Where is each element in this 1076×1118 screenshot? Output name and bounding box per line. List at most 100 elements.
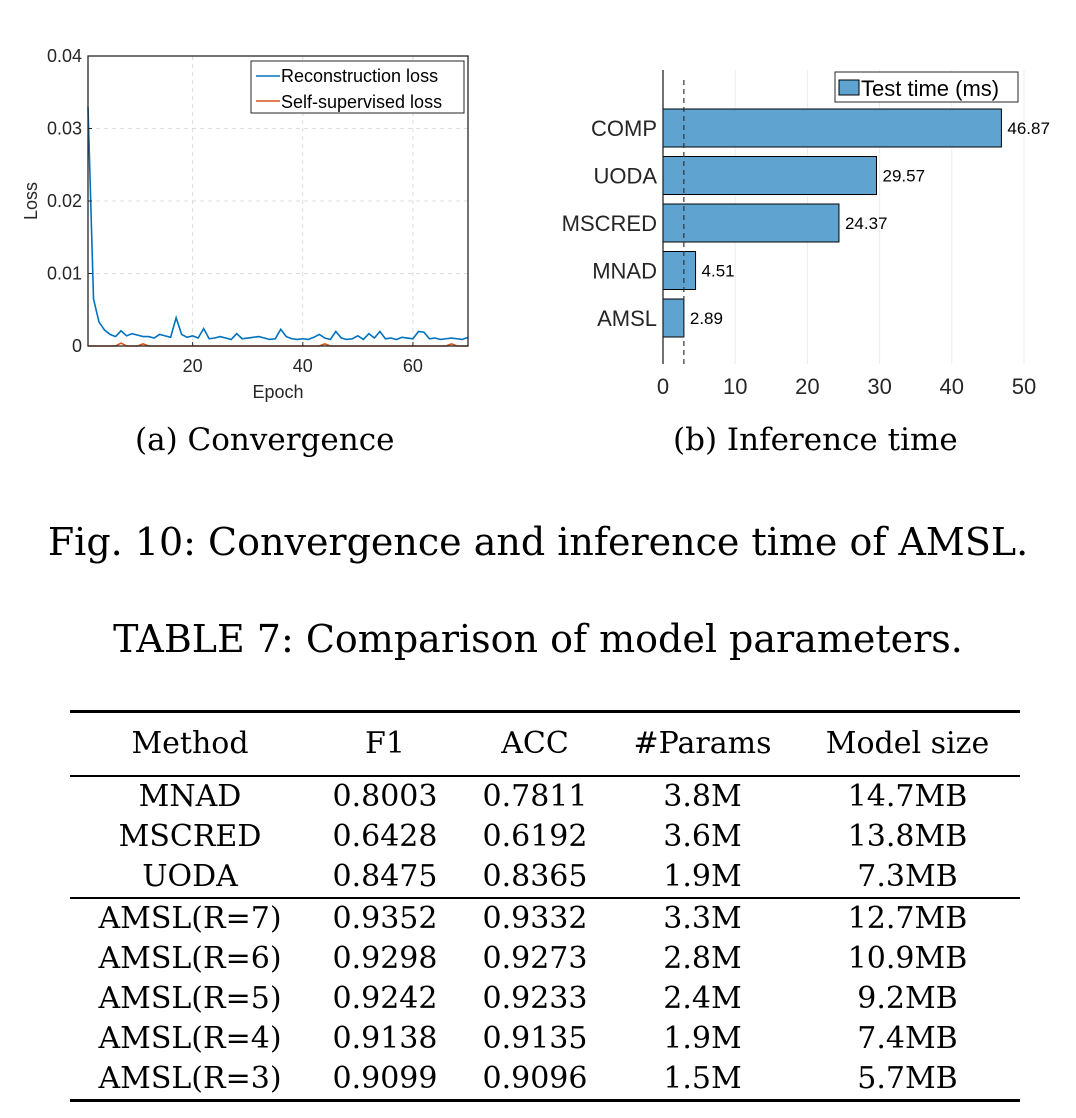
convergence-legend: Reconstruction loss Self-supervised loss <box>250 60 465 114</box>
category-label-amsl: AMSL <box>597 306 657 331</box>
table-row: AMSL(R=4) 0.9138 0.9135 1.9M 7.4MB <box>70 1019 1020 1059</box>
model-parameters-table: Method F1 ACC #Params Model size MNAD 0.… <box>70 710 1020 1102</box>
table-row: AMSL(R=3) 0.9099 0.9096 1.5M 5.7MB <box>70 1059 1020 1101</box>
header-method: Method <box>131 726 249 761</box>
convergence-y-tick-label: 0 <box>72 336 82 356</box>
figure-caption: Fig. 10: Convergence and inference time … <box>47 520 1029 564</box>
header-params: #Params <box>633 726 772 761</box>
amsl-rows: AMSL(R=7) 0.9352 0.9332 3.3M 12.7MB AMSL… <box>70 898 1020 1101</box>
cell-f1: 0.8475 <box>332 859 438 894</box>
header-model-size: Model size <box>825 726 990 761</box>
bar-mscred <box>662 203 840 243</box>
convergence-y-tick-label: 0.02 <box>47 191 82 211</box>
table-row: MNAD 0.8003 0.7811 3.8M 14.7MB <box>70 776 1020 817</box>
cell-model-size: 9.2MB <box>857 981 958 1016</box>
cell-f1: 0.8003 <box>332 779 438 814</box>
category-label-comp: COMP <box>591 116 657 141</box>
cell-acc: 0.9273 <box>482 941 588 976</box>
table-row: MSCRED 0.6428 0.6192 3.6M 13.8MB <box>70 817 1020 857</box>
category-label-uoda: UODA <box>593 164 657 189</box>
cell-method: AMSL(R=5) <box>98 981 282 1016</box>
bar-mnad <box>662 251 697 290</box>
inference-ticks: 0 10 20 30 40 50 COMP 46.87 UODA 29.57 MSCRED 24.37… <box>562 116 1050 399</box>
cell-f1: 0.9242 <box>332 981 438 1016</box>
cell-acc: 0.7811 <box>482 779 588 814</box>
convergence-ticks: 20 40 60 0 0.01 0.02 0.03 0.04 <box>47 46 423 376</box>
convergence-x-tick-label: 60 <box>403 356 423 376</box>
value-label-mscred: 24.37 <box>845 214 888 233</box>
inference-x-tick-label: 10 <box>723 374 747 399</box>
inference-legend: Test time (ms) <box>834 71 1019 103</box>
convergence-x-tick-label: 40 <box>293 356 313 376</box>
cell-params: 1.9M <box>663 859 742 894</box>
cell-model-size: 14.7MB <box>847 779 968 814</box>
legend-test-time-swatch <box>838 79 860 96</box>
cell-f1: 0.9352 <box>332 901 438 936</box>
cell-f1: 0.9099 <box>332 1061 438 1096</box>
cell-params: 1.9M <box>663 1021 742 1056</box>
reconstruction-loss-line <box>87 106 469 341</box>
cell-method: AMSL(R=7) <box>98 901 282 936</box>
cell-method: AMSL(R=4) <box>98 1021 282 1056</box>
convergence-y-tick-label: 0.01 <box>47 264 82 284</box>
bar-amsl <box>662 298 685 338</box>
table-header: Method F1 ACC #Params Model size <box>70 711 1020 776</box>
cell-acc: 0.9233 <box>482 981 588 1016</box>
cell-acc: 0.9332 <box>482 901 588 936</box>
value-label-comp: 46.87 <box>1007 119 1050 138</box>
bar-uoda <box>662 156 877 195</box>
cell-method: MNAD <box>138 779 242 814</box>
inference-time-chart: 0 10 20 30 40 50 COMP 46.87 UODA 29.57 MSCRED 24.37… <box>562 70 1050 399</box>
header-acc: ACC <box>501 726 569 761</box>
cell-params: 3.3M <box>663 901 742 936</box>
inference-x-tick-label: 40 <box>940 374 964 399</box>
cell-params: 2.4M <box>663 981 742 1016</box>
cell-model-size: 12.7MB <box>847 901 968 936</box>
cell-params: 3.6M <box>663 819 742 854</box>
convergence-y-tick-label: 0.03 <box>47 119 82 139</box>
inference-x-tick-label: 20 <box>795 374 819 399</box>
cell-method: AMSL(R=3) <box>98 1061 282 1096</box>
value-label-uoda: 29.57 <box>882 167 925 186</box>
cell-acc: 0.9135 <box>482 1021 588 1056</box>
cell-params: 3.8M <box>663 779 742 814</box>
table-row: AMSL(R=6) 0.9298 0.9273 2.8M 10.9MB <box>70 939 1020 979</box>
cell-acc: 0.9096 <box>482 1061 588 1096</box>
value-label-amsl: 2.89 <box>690 309 723 328</box>
inference-x-tick-label: 30 <box>867 374 891 399</box>
cell-model-size: 5.7MB <box>857 1061 958 1096</box>
cell-method: AMSL(R=6) <box>98 941 282 976</box>
cell-model-size: 13.8MB <box>847 819 968 854</box>
cell-f1: 0.9138 <box>332 1021 438 1056</box>
table-caption: TABLE 7: Comparison of model parameters. <box>113 617 963 661</box>
convergence-legend-box <box>250 60 465 114</box>
cell-params: 1.5M <box>663 1061 742 1096</box>
cell-f1: 0.6428 <box>332 819 438 854</box>
category-label-mnad: MNAD <box>592 259 657 284</box>
convergence-x-tick-label: 20 <box>183 356 203 376</box>
cell-method: UODA <box>142 859 238 894</box>
category-label-mscred: MSCRED <box>562 211 657 236</box>
legend-reconstruction-label: Reconstruction loss <box>281 66 438 86</box>
cell-model-size: 10.9MB <box>847 941 968 976</box>
subcaption-a: (a) Convergence <box>135 422 395 458</box>
cell-model-size: 7.3MB <box>857 859 958 894</box>
inference-legend-box <box>834 71 1019 103</box>
table-row: AMSL(R=5) 0.9242 0.9233 2.4M 9.2MB <box>70 979 1020 1019</box>
convergence-xlabel: Epoch <box>252 382 303 402</box>
cell-acc: 0.6192 <box>482 819 588 854</box>
cell-params: 2.8M <box>663 941 742 976</box>
cell-method: MSCRED <box>118 819 262 854</box>
inference-x-tick-label: 0 <box>657 374 669 399</box>
subcaption-b: (b) Inference time <box>673 422 958 458</box>
value-label-mnad: 4.51 <box>702 262 735 281</box>
convergence-y-tick-label: 0.04 <box>47 46 82 66</box>
cell-acc: 0.8365 <box>482 859 588 894</box>
table-row: AMSL(R=7) 0.9352 0.9332 3.3M 12.7MB <box>70 898 1020 939</box>
legend-test-time-label: Test time (ms) <box>861 76 999 101</box>
inference-x-tick-label: 50 <box>1012 374 1036 399</box>
figure-charts: 20 40 60 0 0.01 0.02 0.03 0.04 Epoch Loss Recon… <box>21 46 1050 402</box>
legend-self-supervised-label: Self-supervised loss <box>281 92 442 112</box>
header-f1: F1 <box>365 726 405 761</box>
convergence-ylabel: Loss <box>21 182 41 220</box>
